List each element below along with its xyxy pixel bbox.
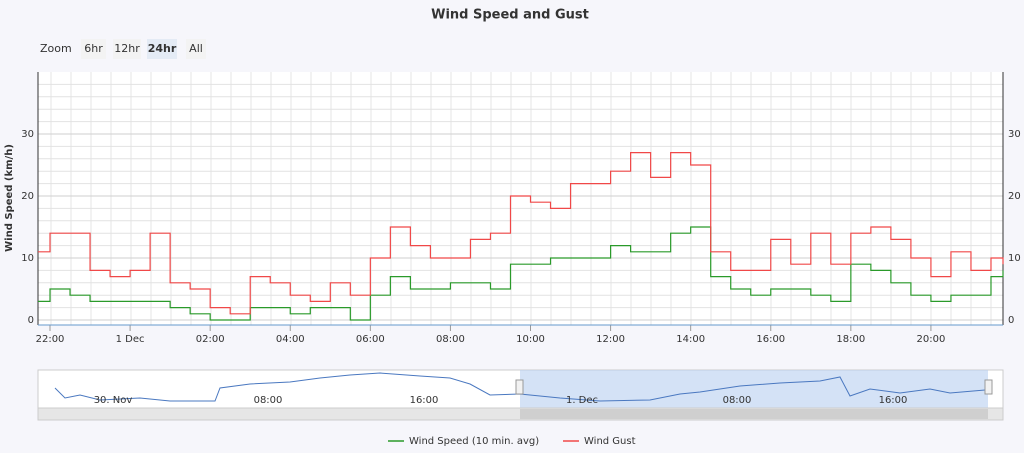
x-tick-label: 12:00 [596, 334, 625, 345]
zoom-button[interactable] [147, 39, 177, 59]
chart-title: Wind Speed and Gust [431, 8, 589, 23]
navigator-line [54, 372, 986, 402]
zoom-button[interactable] [186, 39, 206, 59]
x-tick-label: 20:00 [917, 334, 946, 345]
y2-tick-label: 30 [1008, 129, 1021, 140]
y-tick-label: 30 [21, 129, 34, 140]
x-tick-label: 18:00 [836, 334, 865, 345]
zoom-button-label[interactable]: 6hr [84, 42, 103, 55]
navigator-handle[interactable] [984, 379, 993, 395]
series-line [38, 226, 1004, 321]
series-line [38, 152, 1004, 315]
navigator-label: 16:00 [879, 395, 908, 406]
y-tick-label: 0 [28, 315, 34, 326]
zoom-button-label[interactable]: 12hr [114, 42, 140, 55]
zoom-button[interactable] [81, 39, 106, 59]
zoom-button[interactable] [113, 39, 141, 59]
navigator-label: 08:00 [254, 395, 283, 406]
y-tick-label: 20 [21, 191, 34, 202]
x-tick-label: 04:00 [276, 334, 305, 345]
x-tick-label: 08:00 [436, 334, 465, 345]
legend-label[interactable]: Wind Gust [584, 436, 636, 447]
x-tick-label: 22:00 [36, 334, 65, 345]
x-tick-label: 10:00 [516, 334, 545, 345]
navigator: 30. Nov 08:00 16:00 1. Dec 08:00 16:00 [37, 369, 1004, 421]
navigator-label: 1. Dec [566, 395, 598, 406]
x-tick-label: 14:00 [676, 334, 705, 345]
navigator-label: 16:00 [410, 395, 439, 406]
navigator-handle[interactable] [515, 379, 524, 395]
navigator-label: 30. Nov [94, 395, 133, 406]
x-tick-label: 1 Dec [116, 334, 145, 345]
navigator-label: 08:00 [723, 395, 752, 406]
zoom-button-label[interactable]: All [189, 42, 203, 55]
legend-label[interactable]: Wind Speed (10 min. avg) [409, 436, 539, 447]
y2-tick-label: 0 [1008, 315, 1014, 326]
navigator-selection [520, 370, 988, 408]
y2-tick-label: 10 [1008, 253, 1021, 264]
y-axis-title: Wind Speed (km/h) [4, 144, 15, 252]
zoom-label: Zoom [40, 42, 72, 55]
y-tick-label: 10 [21, 253, 34, 264]
scrollbar-thumb[interactable] [520, 409, 988, 419]
x-tick-label: 06:00 [356, 334, 385, 345]
zoom-button-label[interactable]: 24hr [148, 42, 177, 55]
y2-tick-label: 20 [1008, 191, 1021, 202]
plot-area [38, 72, 1003, 325]
x-tick-label: 16:00 [756, 334, 785, 345]
x-tick-label: 02:00 [196, 334, 225, 345]
